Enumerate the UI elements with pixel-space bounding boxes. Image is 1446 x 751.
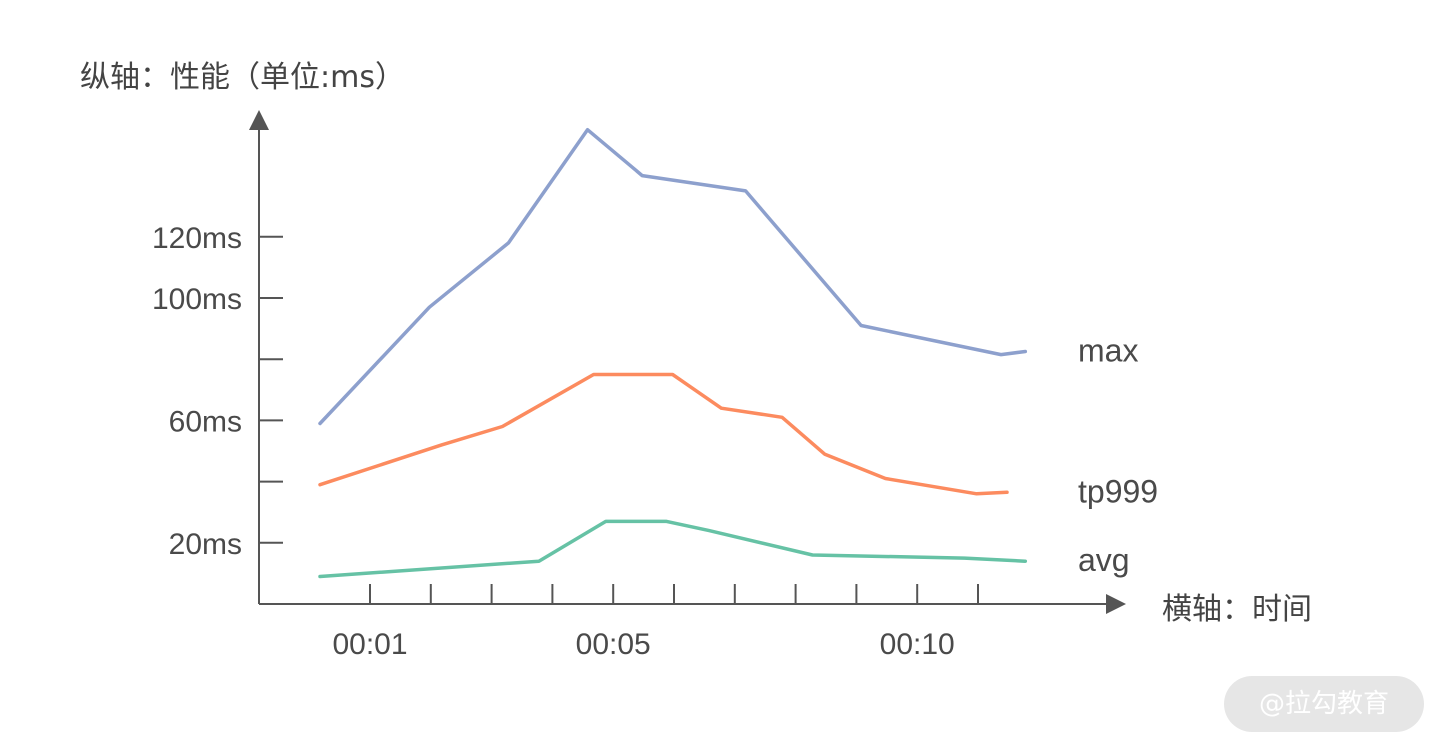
axes [249,110,1126,614]
y-tick-label: 20ms [169,528,242,561]
x-tick-label: 00:01 [332,628,407,661]
y-tick-label: 120ms [152,222,242,255]
x-axis-title: 横轴：时间 [1162,592,1312,627]
series-label-max: max [1078,333,1138,369]
series-label-tp999: tp999 [1078,473,1158,509]
series-line-max [318,127,1028,426]
ticks: 00:01 00:05 00:10 20ms 60ms 100ms 120ms [152,222,979,661]
x-tick-label: 00:10 [880,628,955,661]
series-line-tp999 [318,372,1009,496]
y-axis-title: 纵轴：性能（单位:ms） [80,60,405,95]
series-labels: max tp999 avg [1078,333,1158,579]
watermark: @拉勾教育 [1224,676,1424,732]
y-tick-label: 100ms [152,283,242,316]
series-line-avg [318,519,1028,579]
series-label-avg: avg [1078,542,1130,578]
y-tick-label: 60ms [169,405,242,438]
series-lines [318,127,1028,579]
x-tick-label: 00:05 [576,628,651,661]
